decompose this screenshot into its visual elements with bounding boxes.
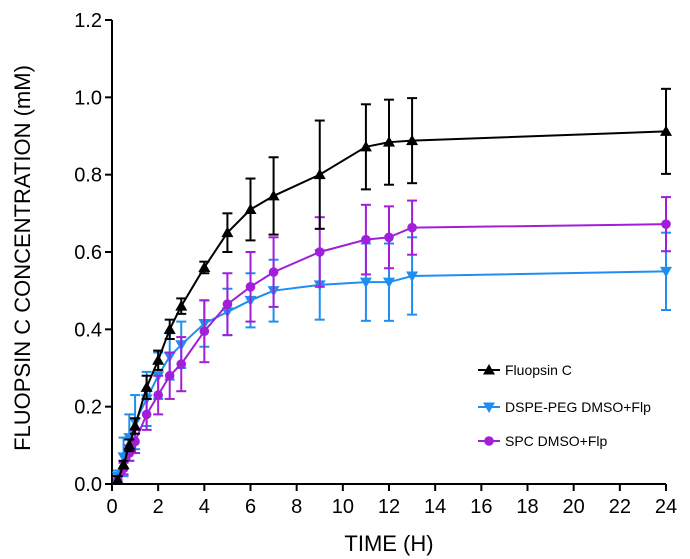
x-tick-label: 24 <box>655 496 677 518</box>
data-point <box>384 232 394 243</box>
x-tick-label: 4 <box>199 496 210 518</box>
data-point <box>383 277 395 289</box>
x-axis-ticks: 0 2 4 6 8 10 12 14 16 18 20 22 24 <box>106 484 677 518</box>
data-point <box>359 140 372 152</box>
x-tick-label: 2 <box>153 496 164 518</box>
data-point <box>406 134 419 146</box>
data-point <box>359 277 372 289</box>
x-axis-label: TIME (H) <box>344 531 433 556</box>
x-tick-label: 6 <box>245 496 256 518</box>
plot-area <box>111 87 672 485</box>
data-point <box>267 189 280 201</box>
data-point <box>141 409 152 420</box>
data-point <box>314 247 325 257</box>
x-tick-label: 16 <box>470 496 492 518</box>
data-point <box>129 420 142 431</box>
data-point <box>153 390 163 400</box>
y-tick-label: 0.0 <box>74 474 102 496</box>
data-point <box>406 271 419 282</box>
y-tick-label: 0.2 <box>74 397 102 419</box>
data-point <box>661 219 671 229</box>
x-tick-label: 8 <box>291 496 302 518</box>
y-axis-label: FLUOPSIN C CONCENTRATION (mM) <box>10 65 35 451</box>
legend-label: Fluopsin C <box>505 362 572 378</box>
data-point <box>164 370 175 381</box>
legend-marker <box>484 436 494 446</box>
series-0 <box>111 87 672 485</box>
data-point <box>361 234 371 245</box>
y-tick-label: 1.2 <box>74 10 102 32</box>
legend-item-2: SPC DMSO+Flp <box>478 433 608 449</box>
data-point <box>117 458 130 470</box>
data-point <box>245 282 256 292</box>
data-point <box>198 261 211 272</box>
data-point <box>199 326 210 337</box>
series-line <box>116 130 667 481</box>
data-point <box>222 299 233 310</box>
data-point <box>140 381 153 392</box>
legend-label: SPC DMSO+Flp <box>505 433 608 449</box>
data-point <box>123 439 136 450</box>
data-point <box>152 354 165 365</box>
data-point <box>163 323 176 334</box>
x-tick-label: 12 <box>378 496 400 518</box>
data-point <box>111 474 124 485</box>
x-tick-label: 18 <box>516 496 538 518</box>
data-point <box>313 168 326 180</box>
data-point <box>268 267 279 277</box>
data-point <box>244 203 257 214</box>
legend-item-1: DSPE-PEG DMSO+Flp <box>478 399 651 415</box>
y-tick-label: 0.4 <box>74 319 102 341</box>
x-tick-label: 22 <box>609 496 631 518</box>
legend: Fluopsin C DSPE-PEG DMSO+Flp SPC DMSO+Flp <box>478 362 651 449</box>
x-tick-label: 20 <box>563 496 585 518</box>
y-axis-ticks: 0.0 0.2 0.4 0.6 0.8 1.0 1.2 <box>74 10 112 496</box>
data-point <box>407 222 417 233</box>
data-point <box>383 136 395 147</box>
legend-marker <box>483 364 495 375</box>
data-point <box>660 266 672 278</box>
y-tick-label: 1.0 <box>74 87 102 109</box>
legend-item-0: Fluopsin C <box>478 362 572 378</box>
data-point <box>175 300 188 311</box>
y-tick-label: 0.8 <box>74 165 102 187</box>
y-tick-label: 0.6 <box>74 242 102 264</box>
legend-label: DSPE-PEG DMSO+Flp <box>505 399 651 415</box>
x-tick-label: 10 <box>332 496 354 518</box>
x-tick-label: 14 <box>424 496 446 518</box>
legend-marker <box>483 402 495 413</box>
x-tick-label: 0 <box>106 496 117 518</box>
data-point <box>176 359 187 369</box>
data-point <box>221 226 234 238</box>
data-point <box>660 125 672 136</box>
